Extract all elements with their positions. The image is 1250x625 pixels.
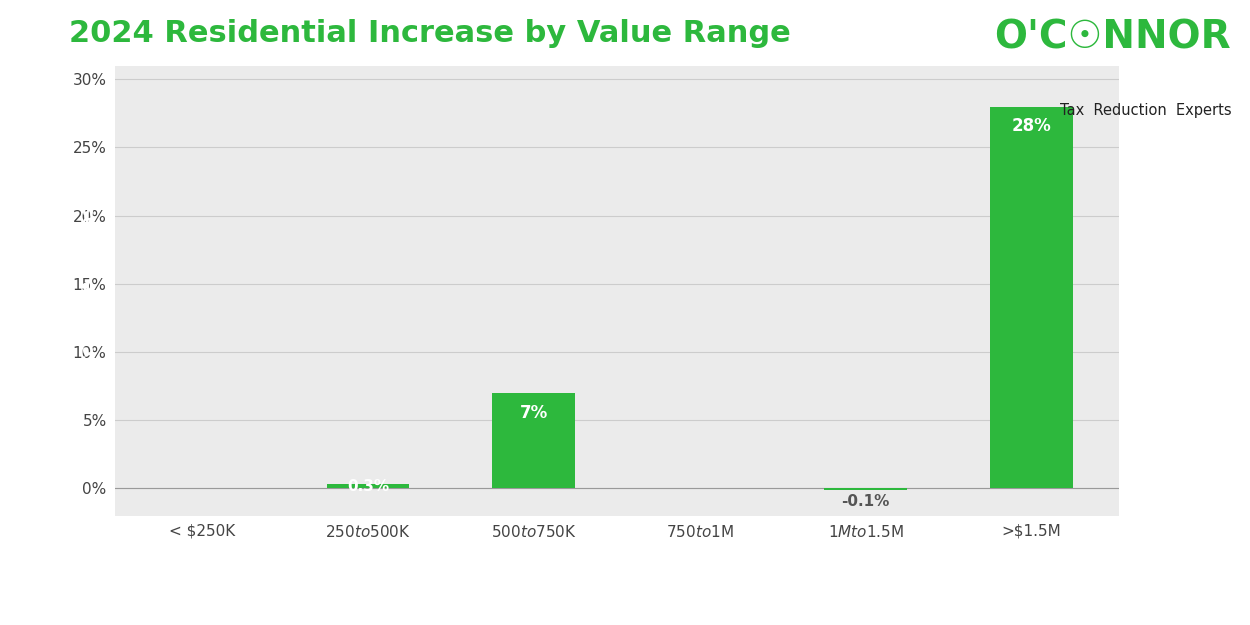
Text: 0.3%: 0.3%	[348, 479, 389, 494]
Text: -0.1%: -0.1%	[841, 494, 890, 509]
Bar	[990, 106, 1072, 488]
Text: O'C☉NNOR: O'C☉NNOR	[995, 19, 1231, 57]
Text: Tax  Reduction  Experts: Tax Reduction Experts	[1060, 103, 1231, 118]
Text: Value Range: Value Range	[520, 568, 668, 588]
Text: Percentage Increase: Percentage Increase	[80, 194, 98, 387]
Text: 28%: 28%	[1011, 118, 1051, 136]
Text: 2024 Residential Increase by Value Range: 2024 Residential Increase by Value Range	[69, 19, 790, 48]
Bar	[492, 393, 575, 488]
Bar	[824, 488, 907, 490]
Bar	[326, 484, 410, 488]
Text: 7%: 7%	[520, 404, 548, 422]
